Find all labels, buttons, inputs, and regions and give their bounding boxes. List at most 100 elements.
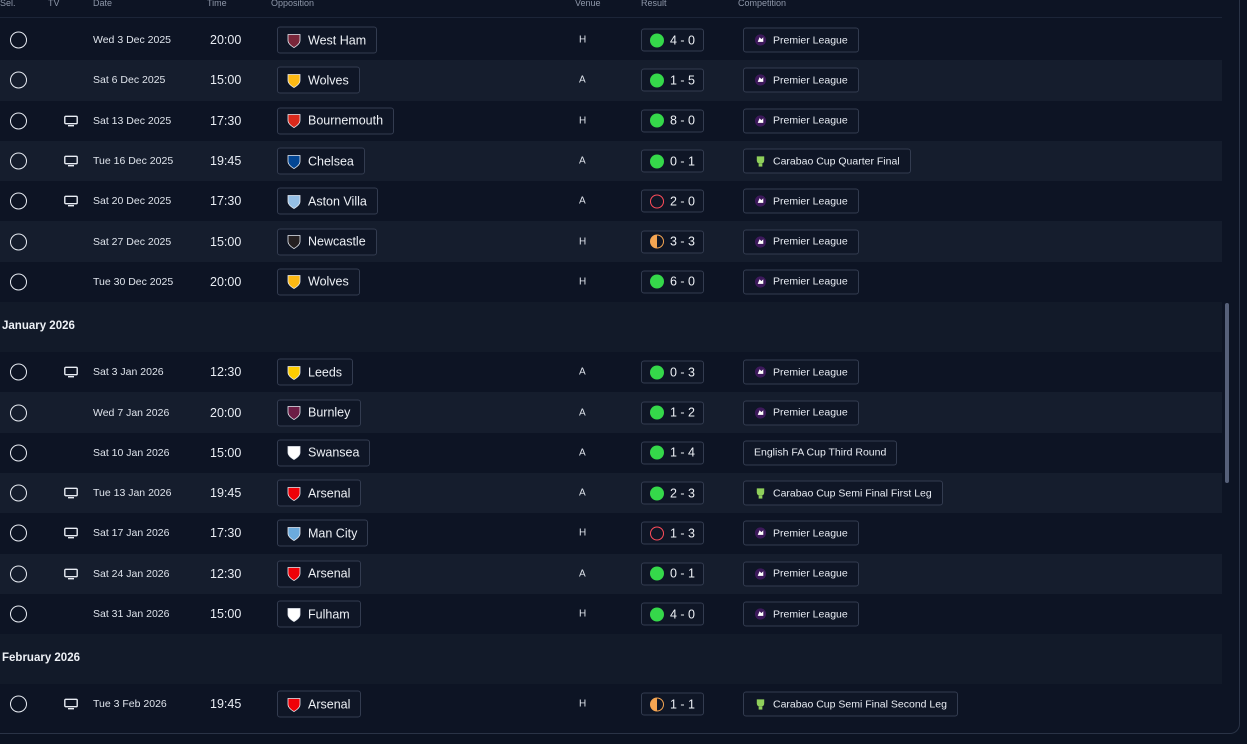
result-button[interactable]: 1 - 2 <box>641 401 705 425</box>
carabao-cup-icon <box>754 155 767 168</box>
opposition-button[interactable]: Wolves <box>277 66 360 94</box>
select-radio[interactable] <box>10 112 27 130</box>
header-date[interactable]: Date <box>93 0 113 8</box>
fixture-date: Sat 3 Jan 2026 <box>93 366 164 379</box>
fixture-row[interactable]: Sat 31 Jan 2026 15:00 Fulham H 4 - 0 Premier … <box>0 594 1222 634</box>
fixture-row[interactable]: Sat 27 Dec 2025 15:00 Newcastle H 3 - 3 Premi… <box>0 221 1222 262</box>
select-radio[interactable] <box>10 71 27 89</box>
header-venue[interactable]: Venue <box>575 0 601 8</box>
competition-button[interactable]: Premier League <box>743 561 859 587</box>
fixture-row[interactable]: Tue 16 Dec 2025 19:45 Chelsea A 0 - 1 Carabao… <box>0 140 1222 182</box>
fixture-row[interactable]: Tue 3 Feb 2026 19:45 Arsenal H 1 - 1 Carabao … <box>0 684 1222 724</box>
competition-button[interactable]: Premier League <box>743 269 859 295</box>
fixture-row[interactable]: Sat 17 Jan 2026 17:30 Man City H 1 - 3 Premie… <box>0 513 1222 553</box>
fixture-row[interactable]: Sat 24 Jan 2026 12:30 Arsenal A 0 - 1 Premier… <box>0 553 1222 594</box>
opposition-button[interactable]: Aston Villa <box>277 187 378 215</box>
competition-button[interactable]: Carabao Cup Semi Final Second Leg <box>743 691 958 717</box>
fixture-row[interactable]: Sat 10 Jan 2026 15:00 Swansea A 1 - 4 English… <box>0 433 1222 473</box>
opposition-button[interactable]: West Ham <box>277 26 378 54</box>
fixture-row[interactable]: Wed 3 Dec 2025 20:00 West Ham H 4 - 0 Premier… <box>0 20 1222 60</box>
select-radio[interactable] <box>10 524 27 542</box>
fixture-venue: H <box>579 115 587 127</box>
result-button[interactable]: 2 - 0 <box>641 189 705 213</box>
fixture-venue: H <box>579 527 587 539</box>
competition-button[interactable]: Premier League <box>743 601 859 627</box>
result-button[interactable]: 4 - 0 <box>641 602 705 626</box>
select-radio[interactable] <box>10 363 27 381</box>
competition-button[interactable]: Premier League <box>743 67 859 93</box>
select-radio[interactable] <box>10 444 27 462</box>
competition-button[interactable]: Carabao Cup Quarter Final <box>743 148 911 174</box>
fixture-date: Tue 13 Jan 2026 <box>93 487 172 500</box>
header-opposition[interactable]: Opposition <box>271 0 315 8</box>
result-button[interactable]: 8 - 0 <box>641 109 705 133</box>
opposition-button[interactable]: Leeds <box>277 358 354 386</box>
competition-button[interactable]: Premier League <box>743 188 859 214</box>
opposition-button[interactable]: Man City <box>277 519 369 547</box>
competition-name: Premier League <box>773 366 848 379</box>
select-radio[interactable] <box>10 192 27 210</box>
header-time[interactable]: Time <box>207 0 227 8</box>
result-win-icon <box>650 486 664 501</box>
opposition-button[interactable]: Newcastle <box>277 228 377 256</box>
result-button[interactable]: 0 - 1 <box>641 562 705 586</box>
competition-button[interactable]: Premier League <box>743 520 859 546</box>
fixture-row[interactable]: Wed 7 Jan 2026 20:00 Burnley A 1 - 2 Premier … <box>0 392 1222 433</box>
header-sel[interactable]: Sel. <box>0 0 16 8</box>
select-radio[interactable] <box>10 31 27 49</box>
result-button[interactable]: 4 - 0 <box>641 28 705 52</box>
competition-button[interactable]: Premier League <box>743 229 859 255</box>
opposition-button[interactable]: Wolves <box>277 268 360 296</box>
opposition-button[interactable]: Arsenal <box>277 690 362 718</box>
result-button[interactable]: 0 - 3 <box>641 360 705 384</box>
fixture-row[interactable]: Sat 6 Dec 2025 15:00 Wolves A 1 - 5 Premier L… <box>0 60 1222 101</box>
result-button[interactable]: 0 - 1 <box>641 149 705 173</box>
header-competition[interactable]: Competition <box>738 0 787 8</box>
opposition-name: Man City <box>308 526 358 541</box>
result-button[interactable]: 3 - 3 <box>641 230 705 254</box>
result-button[interactable]: 1 - 5 <box>641 68 705 92</box>
fixture-row[interactable]: Tue 13 Jan 2026 19:45 Arsenal A 2 - 3 Carabao… <box>0 472 1222 514</box>
result-button[interactable]: 2 - 3 <box>641 481 705 505</box>
opposition-button[interactable]: Fulham <box>277 600 361 628</box>
fixture-row[interactable]: Tue 30 Dec 2025 20:00 Wolves H 6 - 0 Premier … <box>0 262 1222 302</box>
opposition-button[interactable]: Burnley <box>277 399 362 427</box>
header-result[interactable]: Result <box>641 0 667 8</box>
opposition-button[interactable]: Arsenal <box>277 560 362 588</box>
select-radio[interactable] <box>10 404 27 422</box>
result-draw-icon <box>650 697 664 712</box>
select-radio[interactable] <box>10 152 27 170</box>
select-radio[interactable] <box>10 605 27 623</box>
select-radio[interactable] <box>10 273 27 291</box>
competition-button[interactable]: Premier League <box>743 400 859 426</box>
result-button[interactable]: 1 - 3 <box>641 521 705 545</box>
competition-name: Premier League <box>773 275 848 288</box>
select-radio[interactable] <box>10 233 27 251</box>
premier-league-icon <box>754 608 767 621</box>
result-button[interactable]: 6 - 0 <box>641 270 705 294</box>
fixture-venue: A <box>579 74 586 86</box>
competition-button[interactable]: English FA Cup Third Round <box>743 440 898 466</box>
scrollbar-thumb[interactable] <box>1225 303 1229 483</box>
competition-button[interactable]: Premier League <box>743 359 859 385</box>
fixture-row[interactable]: Sat 3 Jan 2026 12:30 Leeds A 0 - 3 Premier Le… <box>0 352 1222 392</box>
select-radio[interactable] <box>10 484 27 502</box>
select-radio[interactable] <box>10 565 27 583</box>
fixture-row[interactable]: Sat 13 Dec 2025 17:30 Bournemouth H 8 - 0 Pre… <box>0 101 1222 141</box>
opposition-button[interactable]: Chelsea <box>277 147 365 175</box>
result-button[interactable]: 1 - 1 <box>641 692 705 716</box>
opposition-button[interactable]: Arsenal <box>277 479 362 507</box>
result-button[interactable]: 1 - 4 <box>641 441 705 465</box>
fixture-row[interactable]: Sat 20 Dec 2025 17:30 Aston Villa A 2 - 0 Pre… <box>0 181 1222 221</box>
competition-button[interactable]: Premier League <box>743 108 859 134</box>
fixture-venue: H <box>579 276 587 288</box>
header-tv[interactable]: TV <box>48 0 60 8</box>
select-radio[interactable] <box>10 695 27 713</box>
fixture-date: Sat 10 Jan 2026 <box>93 446 170 459</box>
opposition-button[interactable]: Bournemouth <box>277 107 395 135</box>
opposition-button[interactable]: Swansea <box>277 439 371 467</box>
competition-button[interactable]: Carabao Cup Semi Final First Leg <box>743 480 943 506</box>
fixture-date: Sat 20 Dec 2025 <box>93 195 172 208</box>
result-score: 1 - 1 <box>670 697 696 712</box>
competition-button[interactable]: Premier League <box>743 27 859 53</box>
